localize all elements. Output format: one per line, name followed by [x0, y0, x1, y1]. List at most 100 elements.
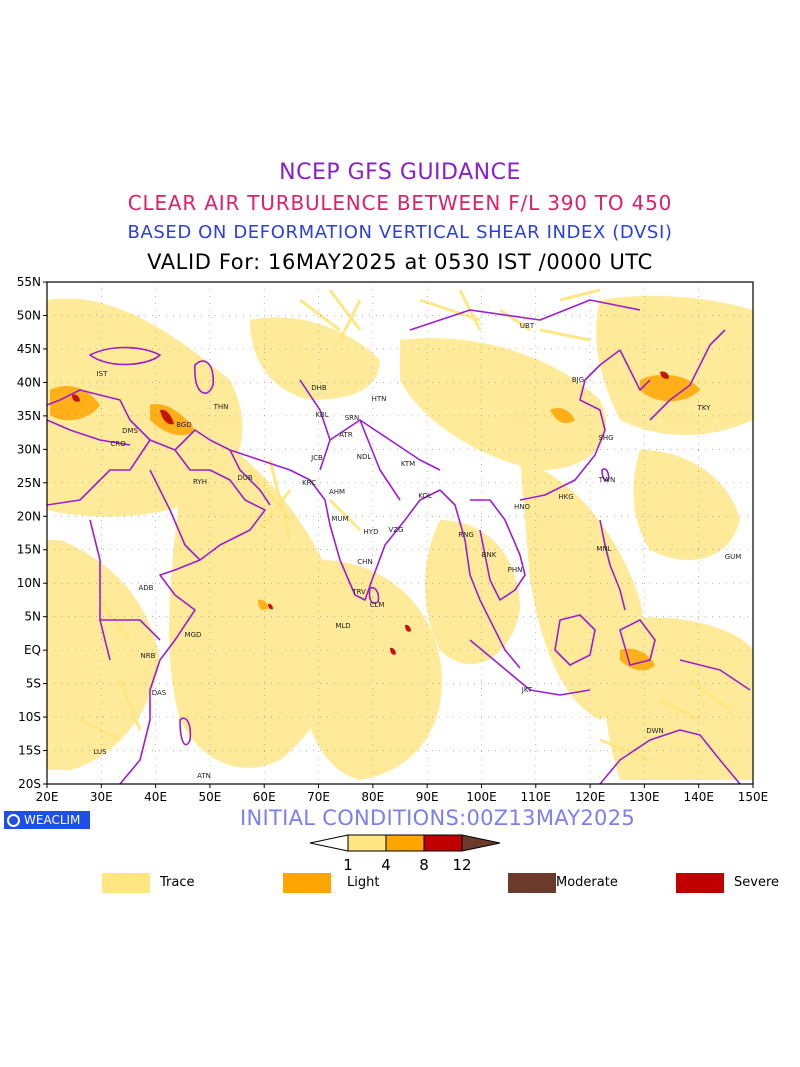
station-label-hyd: HYD	[364, 528, 379, 536]
station-label-rng: RNG	[458, 531, 474, 539]
lat-label: 45N	[17, 342, 41, 356]
turbulence-field	[47, 288, 753, 780]
station-label-phn: PHN	[508, 566, 523, 574]
station-labels: UBT BJG TKY SHG TWN HKG HNO MNL GUM BNK PHN RNG KOL K…	[93, 322, 741, 780]
lon-label: 90E	[416, 790, 439, 804]
station-label-mld: MLD	[335, 622, 350, 630]
station-label-kol: KOL	[418, 492, 432, 500]
lat-label: 35N	[17, 409, 41, 423]
station-label-gum: GUM	[725, 553, 742, 561]
colorbar-under-arrow	[309, 834, 349, 852]
lat-label: 20N	[17, 509, 41, 523]
colorbar-tick: 12	[452, 856, 471, 874]
map-frame	[46, 281, 754, 785]
colorbar-over-arrow	[461, 834, 501, 852]
colorbar-box-trace	[347, 834, 387, 852]
station-label-hno: HNO	[514, 503, 531, 511]
station-label-atr: ATR	[339, 431, 353, 439]
legend-label: Severe	[734, 875, 779, 890]
lon-label: 130E	[629, 790, 660, 804]
lat-label: EQ	[24, 643, 41, 657]
station-label-mgd: MGD	[185, 631, 202, 639]
lon-label: 150E	[738, 790, 769, 804]
station-label-dhb: DHB	[311, 384, 327, 392]
station-label-cro: CRO	[110, 440, 126, 448]
weaclim-logo: WEACLIM	[4, 811, 90, 829]
lat-label: 30N	[17, 442, 41, 456]
colorbar-tick: 4	[381, 856, 391, 874]
lon-label: 100E	[466, 790, 497, 804]
station-label-dms: DMS	[122, 427, 138, 435]
station-label-ahm: AHM	[329, 488, 345, 496]
station-label-bgd: BGD	[176, 421, 192, 429]
colorbar: 1 4 8 12	[309, 834, 501, 874]
lon-label: 50E	[198, 790, 221, 804]
station-label-dub: DUB	[237, 474, 253, 482]
station-label-atn: ATN	[197, 772, 211, 780]
legend-label: Light	[347, 875, 380, 890]
lon-label: 40E	[144, 790, 167, 804]
lon-label: 140E	[683, 790, 714, 804]
station-label-vzg: VZG	[388, 526, 403, 534]
station-label-adb: ADB	[139, 584, 154, 592]
lon-label: 80E	[361, 790, 384, 804]
lon-label: 20E	[36, 790, 59, 804]
lon-label: 110E	[521, 790, 552, 804]
chart-subtitle: CLEAR AIR TURBULENCE BETWEEN F/L 390 TO …	[127, 191, 673, 215]
legend-label: Trace	[160, 875, 195, 890]
station-label-twn: TWN	[598, 476, 615, 484]
lat-label: 5S	[26, 677, 41, 691]
station-label-shg: SHG	[598, 434, 613, 442]
lat-label: 10N	[17, 576, 41, 590]
logo-text: WEACLIM	[24, 813, 81, 827]
station-label-thn: THN	[213, 403, 229, 411]
coastlines	[47, 299, 751, 784]
colorbar-tick: 1	[343, 856, 353, 874]
station-label-ist: IST	[97, 370, 109, 378]
lat-label: 5N	[24, 610, 41, 624]
lon-label: 60E	[253, 790, 276, 804]
initial-conditions: INITIAL CONDITIONS:00Z13MAY2025	[240, 806, 636, 830]
lat-label: 50N	[17, 308, 41, 322]
lon-label: 120E	[575, 790, 606, 804]
legend-label: Moderate	[556, 875, 618, 890]
station-label-kbl: KBL	[315, 411, 328, 419]
legend-swatch-light	[283, 873, 331, 893]
station-label-jkt: JKT	[521, 686, 533, 694]
station-label-bnk: BNK	[482, 551, 497, 559]
lon-label: 30E	[90, 790, 113, 804]
turbulence-map: UBT BJG TKY SHG TWN HKG HNO MNL GUM BNK PHN RNG KOL K…	[17, 275, 769, 804]
station-label-jcb: JCB	[310, 454, 323, 462]
latitude-labels: 55N 50N 45N 40N 35N 30N 25N 20N 15N 10N 5N EQ 5S 10S 1…	[17, 275, 41, 791]
station-label-ktm: KTM	[401, 460, 415, 468]
colorbar-box-light	[385, 834, 425, 852]
lat-label: 55N	[17, 275, 41, 289]
lat-label: 10S	[18, 710, 41, 724]
station-label-clm: CLM	[370, 601, 385, 609]
colorbar-box-severe	[423, 834, 463, 852]
station-label-trv: TRV	[351, 588, 366, 596]
axis-ticks	[43, 281, 754, 788]
station-label-bjg: BJG	[572, 376, 584, 384]
station-label-nrb: NRB	[141, 652, 156, 660]
legend-swatch-moderate	[508, 873, 556, 893]
legend-swatch-severe	[676, 873, 724, 893]
station-label-hkg: HKG	[558, 493, 573, 501]
station-label-mnl: MNL	[596, 545, 611, 553]
lat-label: 20S	[18, 777, 41, 791]
chart-title: NCEP GFS GUIDANCE	[279, 160, 521, 185]
lat-label: 15S	[18, 744, 41, 758]
station-label-ndl: NDL	[357, 453, 372, 461]
legend-swatch-trace	[102, 873, 150, 893]
station-label-lus: LUS	[93, 748, 107, 756]
station-label-krc: KRC	[302, 479, 316, 487]
station-label-ryh: RYH	[193, 478, 207, 486]
station-label-mum: MUM	[331, 515, 348, 523]
longitude-labels: 20E 30E 40E 50E 60E 70E 80E 90E 100E 110E 120E 130E…	[36, 790, 769, 804]
lat-label: 40N	[17, 375, 41, 389]
station-label-das: DAS	[152, 689, 167, 697]
station-label-ubt: UBT	[520, 322, 535, 330]
chart-method: BASED ON DEFORMATION VERTICAL SHEAR INDE…	[127, 222, 673, 243]
valid-time: VALID For: 16MAY2025 at 0530 IST /0000 U…	[147, 250, 653, 274]
station-label-srn: SRN	[345, 414, 360, 422]
